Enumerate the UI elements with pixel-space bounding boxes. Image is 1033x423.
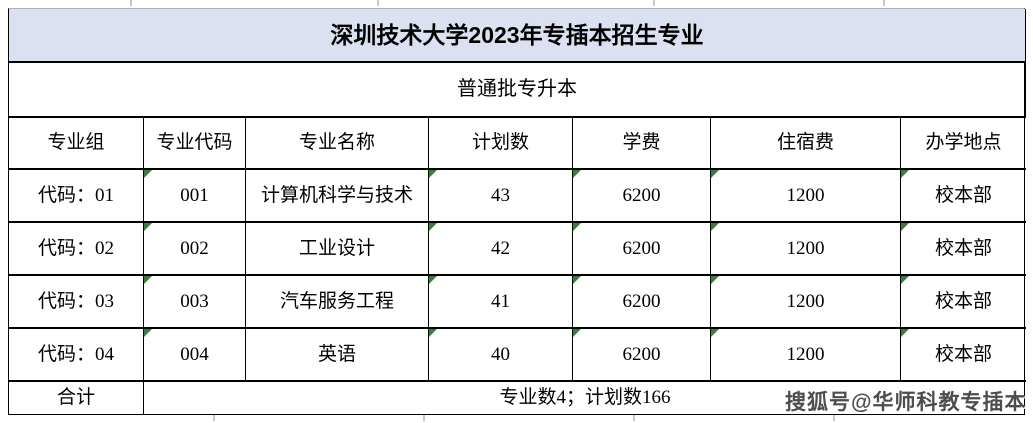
cell-tuition: 6200 [573,170,711,223]
cell-campus: 校本部 [901,329,1026,382]
cell-code: 004 [144,329,246,382]
cell-group: 代码：01 [9,170,144,223]
admissions-table: 深圳技术大学2023年专插本招生专业 普通批专升本 专业组 专业代码 专业名称 … [8,8,1026,416]
cell-group: 代码：04 [9,329,144,382]
cell-code: 003 [144,276,246,329]
cell-campus: 校本部 [901,170,1026,223]
column-header-lodging: 住宿费 [711,118,901,170]
cell-lodging: 1200 [711,276,901,329]
cell-plan: 41 [429,276,573,329]
column-header-major: 专业名称 [246,118,429,170]
cell-tuition: 6200 [573,276,711,329]
grid-tick [377,0,379,6]
cell-tuition: 6200 [573,223,711,276]
cell-campus: 校本部 [901,276,1026,329]
hidden-row-strip-top [0,0,1033,8]
cell-plan: 42 [429,223,573,276]
table-title: 深圳技术大学2023年专插本招生专业 [9,9,1026,63]
grid-tick [633,415,635,421]
cell-campus: 校本部 [901,223,1026,276]
cell-group: 代码：03 [9,276,144,329]
total-label: 合计 [9,382,144,414]
grid-tick [423,415,425,421]
cell-lodging: 1200 [711,223,901,276]
column-header-tuition: 学费 [573,118,711,170]
grid-tick [653,0,655,6]
cell-lodging: 1200 [711,170,901,223]
cell-major: 汽车服务工程 [246,276,429,329]
grid-tick [213,415,215,421]
cell-code: 002 [144,223,246,276]
cell-lodging: 1200 [711,329,901,382]
cell-plan: 40 [429,329,573,382]
grid-tick [130,0,132,6]
hidden-row-strip-bottom [0,415,1033,423]
cell-code: 001 [144,170,246,223]
column-header-plan: 计划数 [429,118,573,170]
column-header-group: 专业组 [9,118,144,170]
cell-major: 计算机科学与技术 [246,170,429,223]
grid-tick [883,0,885,6]
cell-major: 英语 [246,329,429,382]
cell-major: 工业设计 [246,223,429,276]
column-header-campus: 办学地点 [901,118,1026,170]
column-header-code: 专业代码 [144,118,246,170]
cell-group: 代码：02 [9,223,144,276]
cell-plan: 43 [429,170,573,223]
cell-tuition: 6200 [573,329,711,382]
total-summary: 专业数4；计划数166 [499,387,671,409]
sohu-watermark: 搜狐号@华师科教专插本 [785,391,1027,414]
batch-subtitle: 普通批专升本 [9,63,1026,118]
grid-tick [833,415,835,421]
